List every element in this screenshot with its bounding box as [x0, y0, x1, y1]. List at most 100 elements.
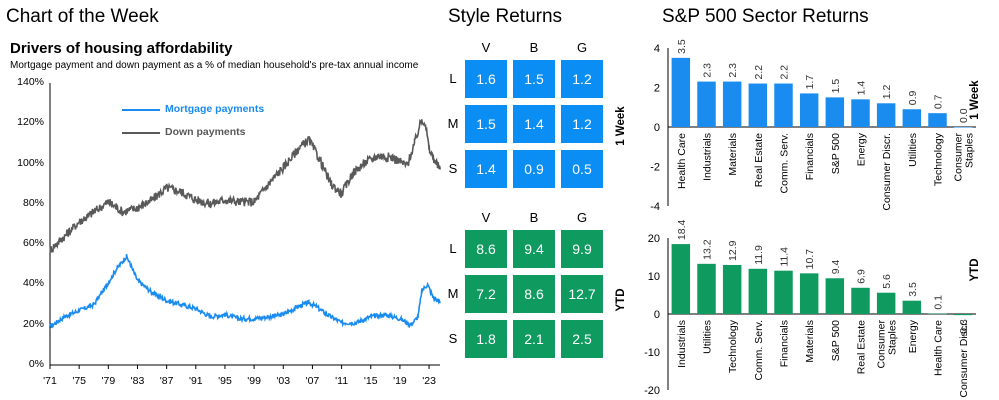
sector-value-label: 0.7	[933, 94, 945, 109]
sector-category-label: Real Estate	[856, 320, 868, 374]
x-tick-label: '19	[393, 375, 407, 387]
style-week-cell: 1.2	[561, 60, 603, 98]
sector-y-tick-label: 0	[654, 309, 660, 321]
style-ytd-cell: 2.5	[561, 320, 603, 358]
sector-y-tick-label: -20	[644, 385, 660, 397]
sector-category-label: Comm. Serv.	[753, 320, 765, 380]
sector-category-label: Consumer	[876, 319, 888, 368]
sector-y-tick-label: 20	[648, 233, 660, 245]
sector-category-label: Utilities	[702, 320, 714, 354]
sector-bar	[799, 93, 819, 127]
sector-value-label: 0.1	[933, 295, 945, 310]
sector-bar	[774, 83, 793, 127]
sector-value-label: 12.9	[727, 240, 739, 261]
sector-bar	[902, 300, 922, 314]
style-ytd-col-header: V	[481, 210, 491, 225]
style-week-cell: 1.4	[465, 150, 507, 188]
sector-left-side-label: 1 Week	[615, 106, 627, 146]
sector-value-label: 9.4	[830, 260, 842, 275]
sector-value-label: 1.4	[856, 81, 868, 96]
style-week-cell: 0.9	[513, 150, 555, 188]
sector-y-tick-label: -4	[650, 201, 660, 213]
style-week-cell: 1.5	[513, 60, 555, 98]
sector-bar	[671, 57, 691, 127]
y-tick-label: 40%	[22, 277, 44, 290]
sector-bar	[774, 270, 793, 314]
mortgage-payments-line	[49, 253, 441, 329]
sector-right-side-label: 1 Week	[969, 80, 981, 120]
style-week-row-header: S	[448, 161, 458, 176]
sector-category-label: Materials	[804, 320, 816, 363]
housing-line-chart	[49, 83, 441, 369]
sector-category-label: Consumer	[953, 132, 965, 181]
sector-bar	[953, 127, 973, 128]
sector-bar	[928, 113, 947, 127]
style-ytd-cell: 1.8	[465, 320, 507, 358]
x-tick-label: '23	[422, 375, 436, 387]
style-ytd-row-header: L	[449, 241, 457, 256]
style-week-cell: 1.6	[465, 60, 507, 98]
sector-bar	[851, 99, 870, 127]
style-week-cell: 1.4	[513, 105, 555, 143]
style-ytd-cell: 12.7	[561, 275, 603, 313]
sector-category-label: Consumer Discr.	[881, 133, 893, 211]
chart-of-week-heading: Chart of the Week	[6, 6, 159, 27]
down-payments-line	[49, 119, 441, 254]
x-tick-label: '83	[130, 375, 145, 387]
sector-bar	[671, 244, 691, 314]
style-week-col-header: V	[481, 40, 491, 55]
style-week-cell: 1.2	[561, 105, 603, 143]
legend-swatch-down	[122, 132, 160, 134]
sector-bar	[697, 263, 716, 314]
sector-category-label: Staples	[964, 133, 976, 168]
x-tick-label: '15	[363, 375, 378, 387]
housing-chart-subtitle: Mortgage payment and down payment as a %…	[10, 60, 419, 71]
style-ytd-cell: 8.6	[513, 275, 555, 313]
sector-category-label: Industrials	[676, 320, 688, 368]
legend-swatch-mortgage	[122, 109, 160, 111]
sector-category-label: Energy	[856, 132, 868, 166]
sector-value-label: 1.7	[804, 75, 816, 90]
x-tick-label: '95	[218, 375, 232, 387]
x-tick-label: '99	[247, 375, 261, 387]
y-tick-label: 120%	[17, 116, 44, 129]
sector-y-tick-label: 4	[654, 43, 660, 55]
sector-value-label: 18.4	[676, 219, 688, 240]
sector-value-label: 1.5	[830, 79, 842, 94]
x-tick-label: '79	[101, 375, 116, 387]
sector-value-label: 3.5	[907, 282, 919, 297]
sector-y-tick-label: 0	[654, 122, 660, 134]
sector-category-label: S&P 500	[830, 133, 842, 174]
x-tick-label: '75	[72, 375, 86, 387]
sector-bar	[825, 97, 845, 127]
sector-category-label: Real Estate	[753, 133, 765, 187]
sector-category-label: Utilities	[907, 133, 919, 167]
style-ytd-cell: 8.6	[465, 230, 507, 268]
sector-category-label: Comm. Serv.	[779, 133, 791, 193]
y-tick-label: 60%	[22, 237, 44, 250]
sector-category-label: Technology	[933, 132, 945, 186]
sector-category-label: Financials	[804, 133, 816, 180]
sector-bar	[953, 314, 973, 316]
style-week-row-header: M	[447, 116, 459, 131]
x-tick-label: '11	[335, 375, 349, 387]
sector-category-label: Health Care	[933, 320, 945, 376]
style-week-cell: 0.5	[561, 150, 603, 188]
sector-bar	[876, 103, 896, 127]
sector-category-label: Staples	[887, 320, 899, 355]
sector-y-tick-label: 10	[648, 271, 660, 283]
sector-y-tick-label: -2	[650, 162, 660, 174]
style-week-col-header: B	[529, 40, 539, 55]
sector-value-label: 6.9	[856, 269, 868, 284]
sector-value-label: 10.7	[804, 249, 816, 270]
sector-category-label: Industrials	[702, 133, 714, 181]
sector-bar	[825, 278, 845, 314]
sector-value-label: 2.3	[727, 63, 739, 78]
y-tick-label: 100%	[17, 156, 44, 169]
sector-right-side-label: YTD	[969, 259, 981, 282]
sector-value-label: 11.4	[779, 247, 791, 267]
legend-label-down: Down payments	[165, 126, 246, 138]
sector-value-label: 0.0	[958, 108, 970, 123]
sector-category-label: S&P 500	[830, 320, 842, 361]
